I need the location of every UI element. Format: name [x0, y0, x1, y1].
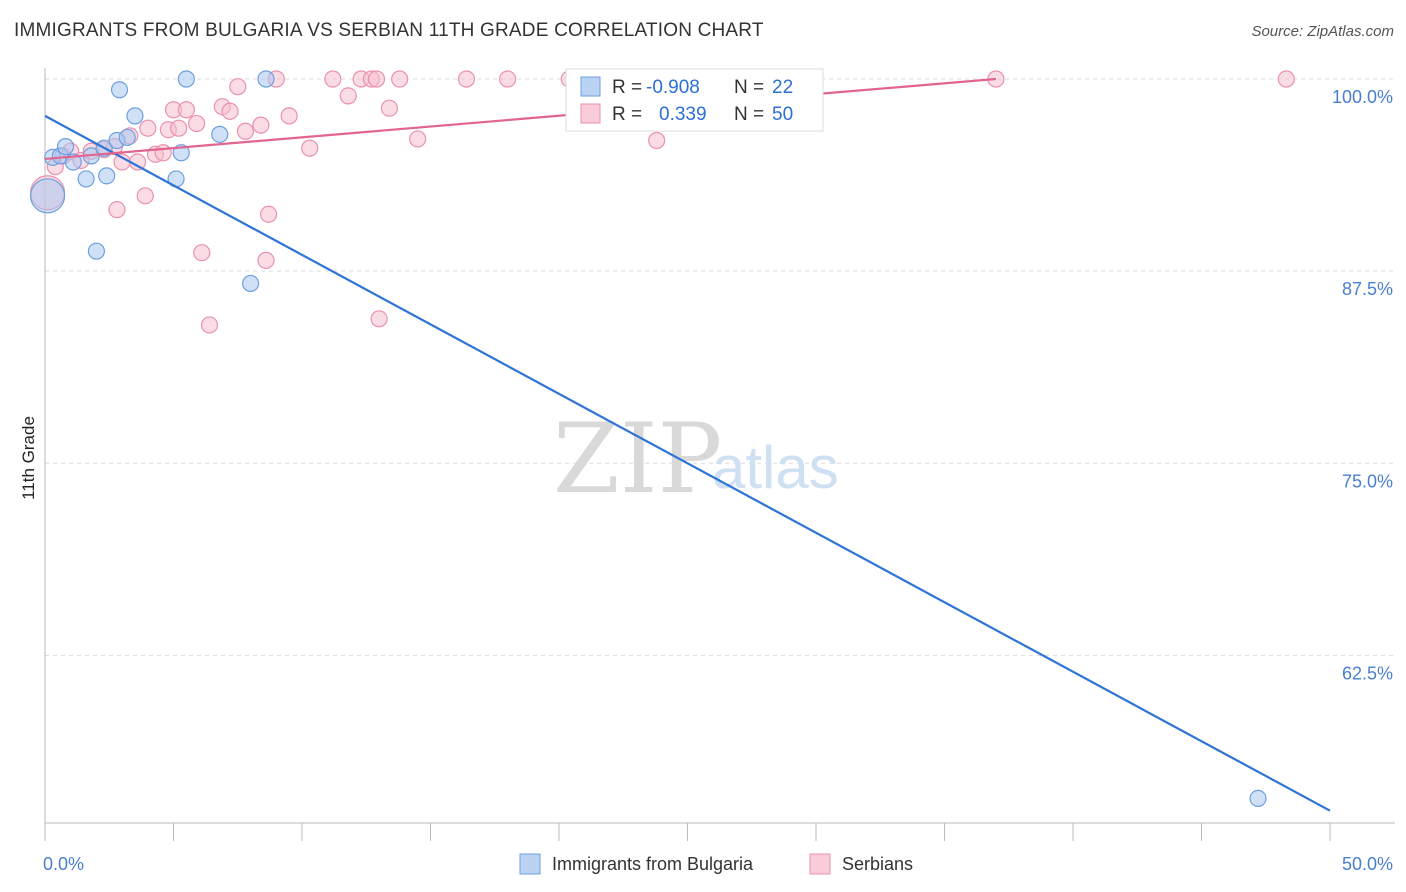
- serbians-point-45: [648, 131, 666, 150]
- legend-r-value-1: 0.339: [659, 104, 707, 125]
- serbians-point-13: [139, 119, 157, 137]
- serbians-point-19: [177, 101, 195, 119]
- watermark-atlas: atlas: [712, 434, 839, 501]
- trend-line-serbians: [44, 77, 996, 161]
- bottom-legend-label-serbians: Serbians: [842, 854, 913, 874]
- x-tick-label-0: 0.0%: [43, 854, 84, 874]
- legend-n-value-0: 22: [772, 77, 793, 98]
- bulgaria-point-4: [64, 153, 82, 171]
- legend-n-value-1: 50: [772, 104, 793, 125]
- bulgaria-point-11: [110, 81, 129, 99]
- bulgaria-point-19: [257, 70, 275, 88]
- bulgaria-point-12: [118, 128, 136, 147]
- bulgaria-point-16: [177, 70, 195, 88]
- serbians-point-42: [457, 70, 476, 88]
- serbians-point-22: [200, 316, 219, 334]
- y-tick-label-2: 87.5%: [1342, 279, 1393, 299]
- serbians-point-34: [339, 87, 357, 105]
- serbians-point-37: [367, 70, 386, 88]
- serbians-point-29: [259, 205, 278, 223]
- serbians-point-25: [229, 78, 247, 96]
- trend-line-bulgaria: [44, 114, 1331, 812]
- serbians-point-20: [188, 114, 206, 133]
- serbians-point-21: [193, 244, 211, 262]
- legend-r-value-0: -0.908: [646, 77, 700, 98]
- bulgaria-point-9: [98, 167, 116, 185]
- serbians-point-47: [1277, 70, 1295, 88]
- y-tick-labels: 62.5% 75.0% 87.5% 100.0%: [1332, 87, 1393, 683]
- bulgaria-point-17: [211, 125, 229, 143]
- serbians-point-38: [370, 310, 388, 328]
- serbians-point-31: [280, 107, 298, 125]
- bulgaria-point-20: [1249, 789, 1267, 808]
- serbians-point-39: [380, 99, 398, 117]
- serbians-point-40: [391, 70, 409, 88]
- serbians-point-12: [136, 187, 154, 205]
- legend-frame: [565, 68, 824, 132]
- correlation-legend: R = -0.908 N = 22 R = 0.339 N = 50: [565, 68, 824, 132]
- bottom-legend-swatch-bulgaria: [519, 853, 541, 875]
- series-immigrants-from-bulgaria: [29, 70, 1267, 808]
- serbians-point-27: [252, 116, 270, 134]
- serbians-point-11: [108, 201, 126, 219]
- legend-r-label-0: R =: [612, 77, 642, 98]
- legend-n-label-0: N =: [734, 77, 764, 98]
- gridlines: [45, 78, 1395, 656]
- bulgaria-point-3: [56, 138, 75, 156]
- serbians-point-32: [301, 139, 319, 157]
- bulgaria-point-13: [126, 107, 144, 125]
- series-legend: Immigrants from Bulgaria Serbians: [519, 853, 913, 875]
- bulgaria-point-0: [29, 178, 66, 214]
- legend-n-label-1: N =: [734, 104, 764, 125]
- y-tick-label-0: 62.5%: [1342, 663, 1393, 683]
- legend-r-label-1: R =: [612, 104, 642, 125]
- serbians-point-33: [324, 70, 342, 88]
- legend-swatch-serbians: [580, 103, 601, 124]
- serbians-point-15: [154, 144, 172, 162]
- serbians-point-28: [257, 251, 275, 269]
- y-tick-label-3: 100.0%: [1332, 87, 1393, 107]
- chart-title: IMMIGRANTS FROM BULGARIA VS SERBIAN 11TH…: [14, 20, 764, 41]
- source-label: Source: ZipAtlas.com: [1251, 23, 1394, 40]
- serbians-point-26: [236, 122, 255, 140]
- bottom-legend-label-bulgaria: Immigrants from Bulgaria: [552, 854, 754, 874]
- x-tick-labels: 0.0% 50.0%: [43, 854, 1393, 874]
- y-axis-label: 11th Grade: [19, 416, 38, 500]
- serbians-point-18: [170, 119, 188, 137]
- bulgaria-point-7: [87, 242, 106, 260]
- trend-lines: [44, 77, 1331, 812]
- bulgaria-point-5: [77, 170, 95, 188]
- serbians-point-43: [499, 70, 517, 88]
- legend-swatch-bulgaria: [580, 76, 601, 97]
- y-tick-label-1: 75.0%: [1342, 471, 1393, 491]
- bulgaria-point-18: [242, 274, 260, 293]
- serbians-point-41: [409, 130, 427, 148]
- watermark: ZIP atlas: [553, 403, 839, 515]
- bottom-legend-swatch-serbians: [809, 853, 831, 875]
- x-tick-label-1: 50.0%: [1342, 854, 1393, 874]
- watermark-zip: ZIP: [553, 403, 722, 515]
- serbians-point-24: [221, 102, 239, 120]
